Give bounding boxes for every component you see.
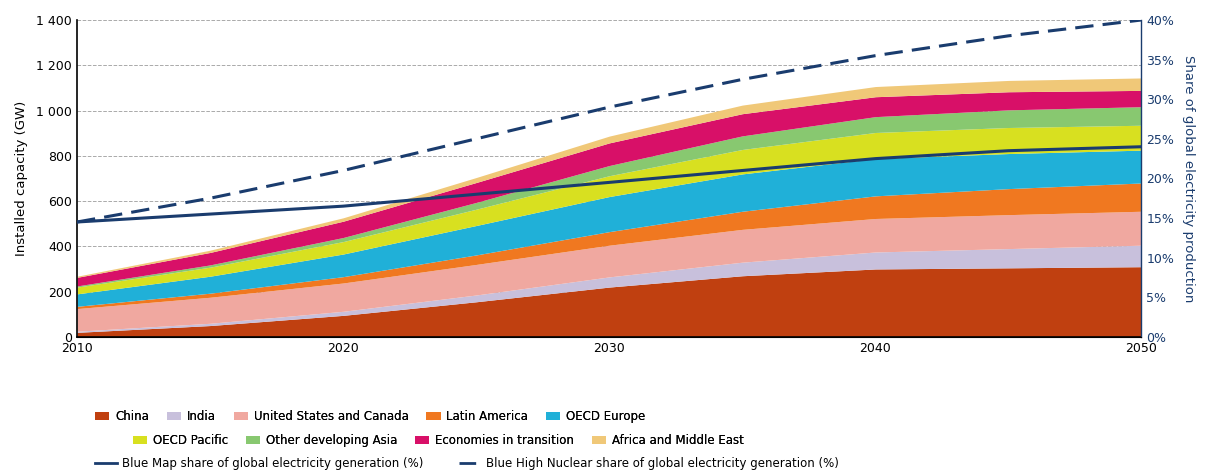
Y-axis label: Installed capacity (GW): Installed capacity (GW) <box>15 101 28 256</box>
Legend: Blue Map share of global electricity generation (%), Blue High Nuclear share of : Blue Map share of global electricity gen… <box>91 453 845 474</box>
Y-axis label: Share of global electricity production: Share of global electricity production <box>1182 55 1195 302</box>
Legend: China, India, United States and Canada, Latin America, OECD Europe: China, India, United States and Canada, … <box>91 405 650 428</box>
Legend: , OECD Pacific, Other developing Asia, Economies in transition, Africa and Middl: , OECD Pacific, Other developing Asia, E… <box>91 429 749 452</box>
